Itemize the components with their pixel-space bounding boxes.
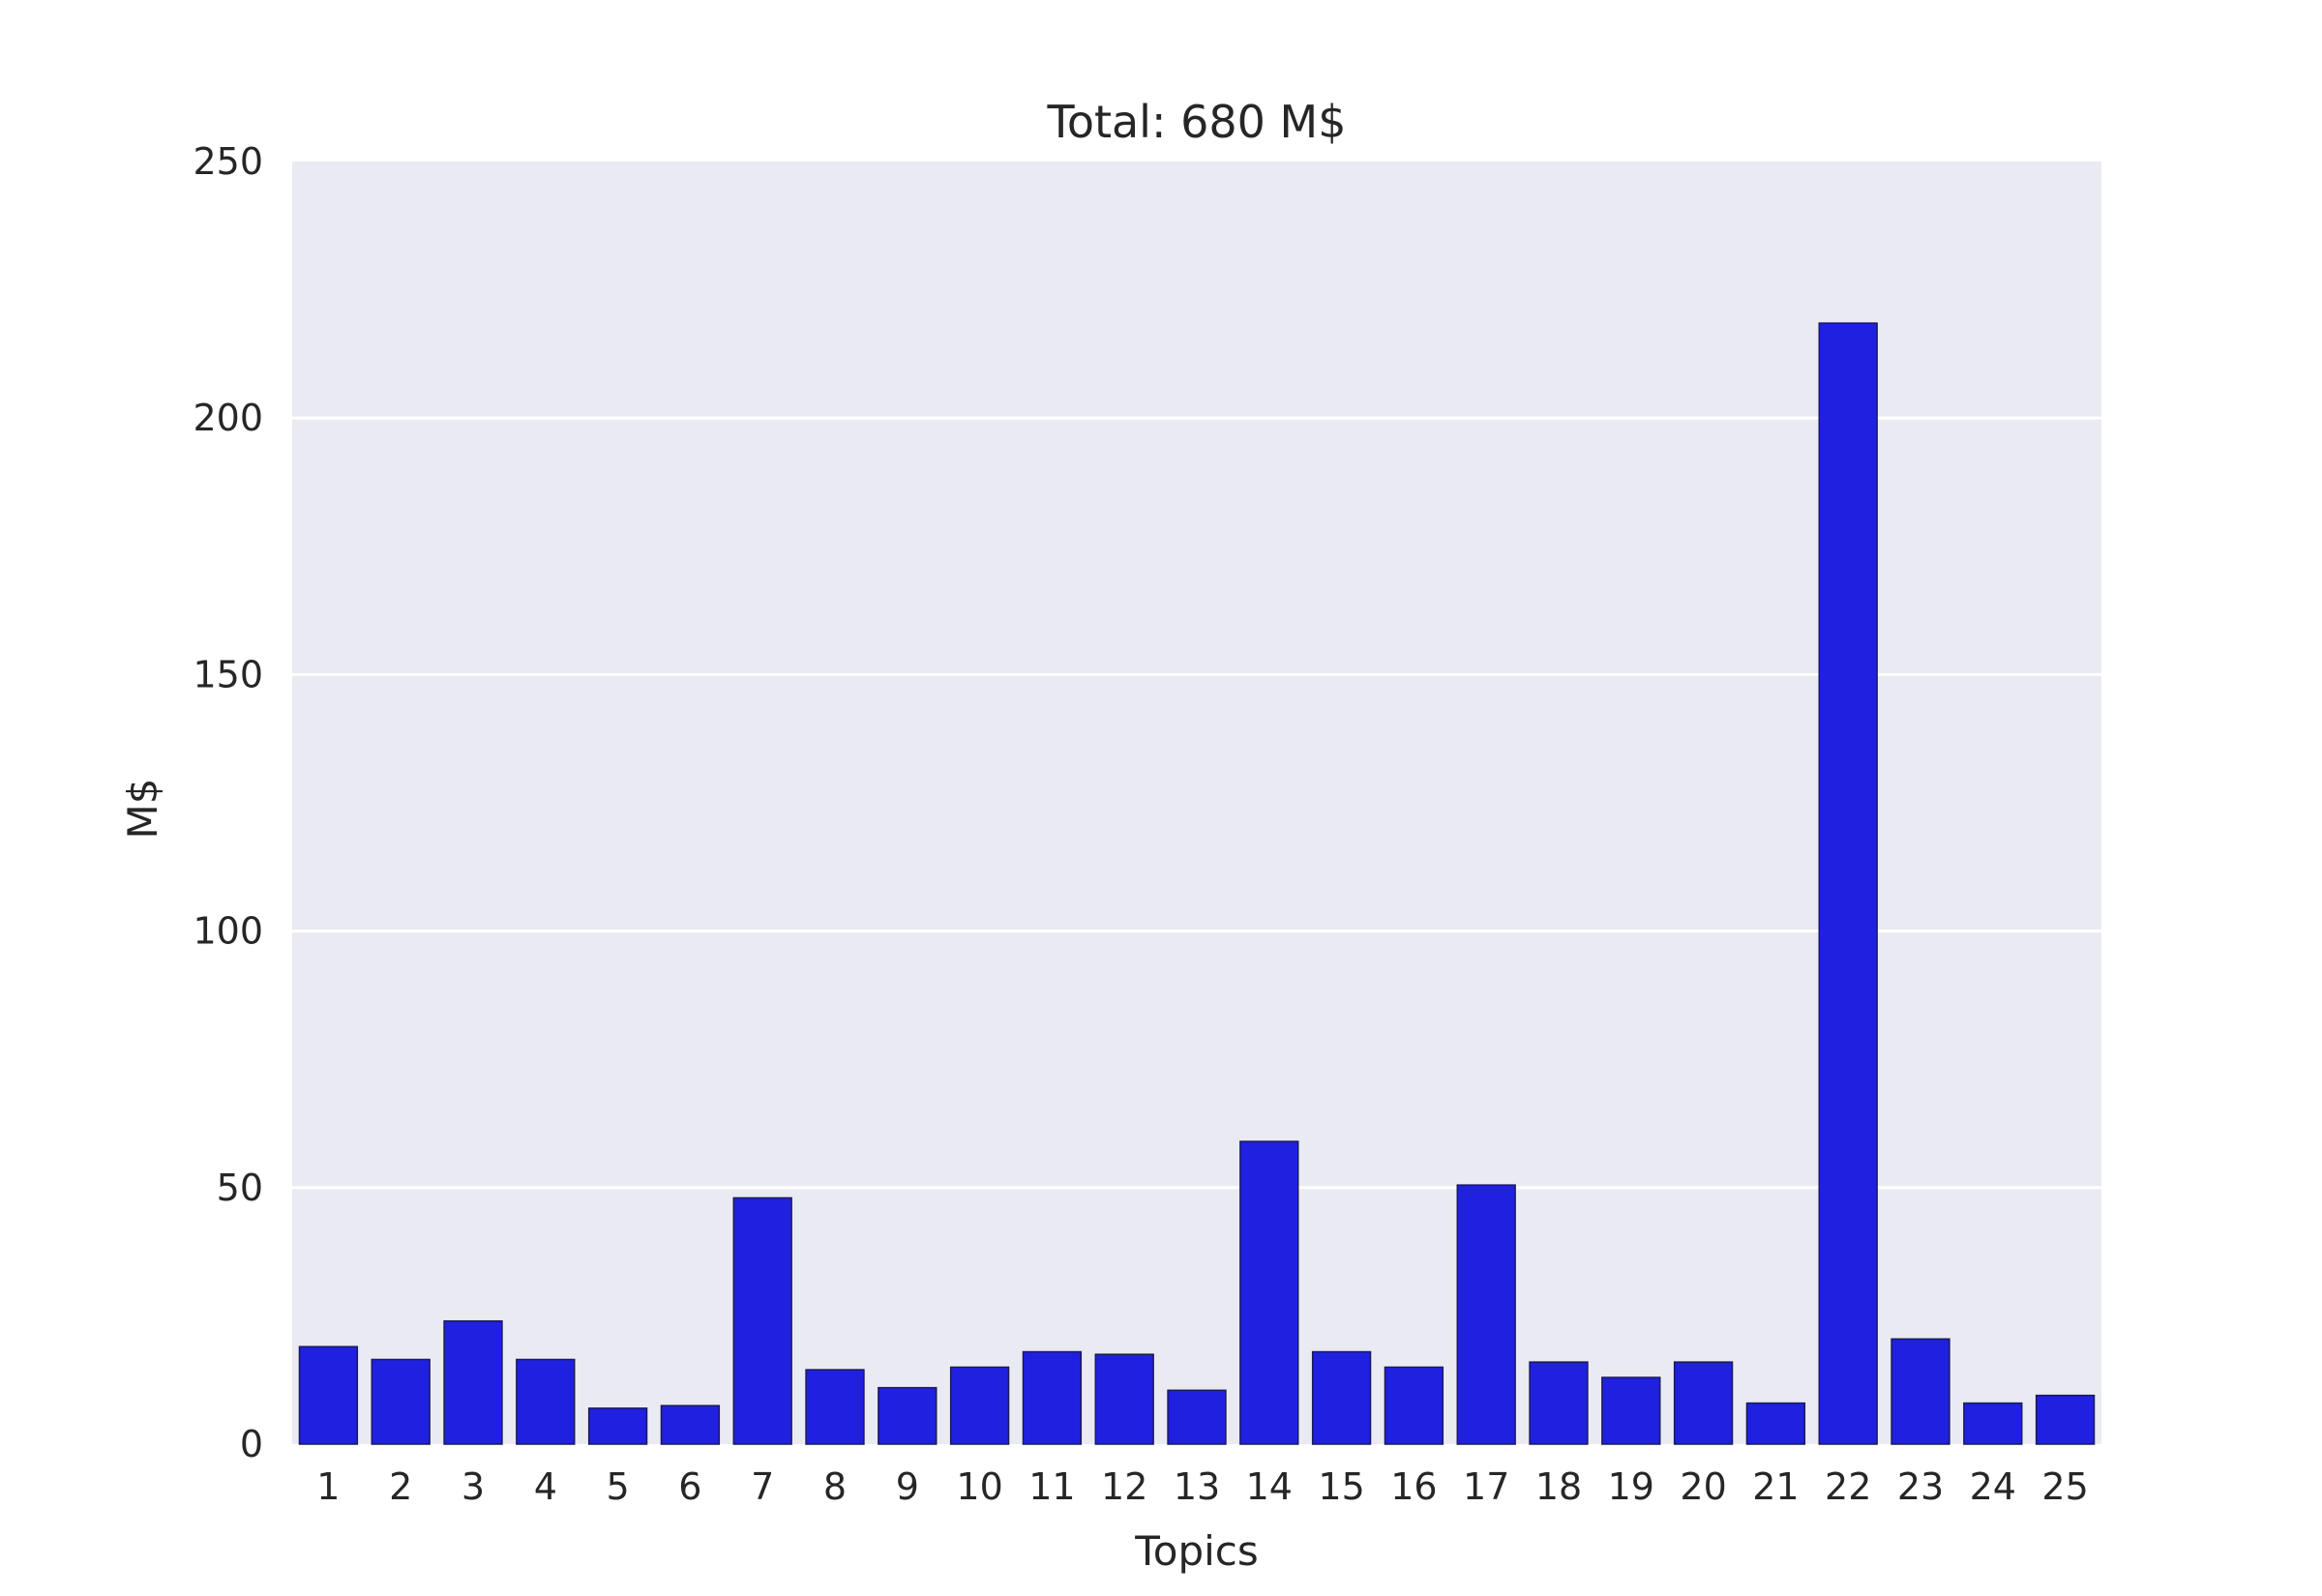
x-tick-label: 25 [2041,1465,2088,1508]
x-tick-label: 18 [1535,1465,1582,1508]
bar-topic-17 [1456,1184,1516,1445]
x-tick-label: 6 [678,1465,701,1508]
x-axis-title: Topics [1134,1527,1259,1575]
x-tick-label: 10 [956,1465,1002,1508]
x-tick-label: 24 [1970,1465,2016,1508]
x-tick-label: 4 [534,1465,557,1508]
bar-topic-8 [805,1369,865,1445]
y-tick-label: 200 [193,397,263,439]
bar-topic-11 [1022,1350,1083,1445]
x-tick-labels: 1 2 3 4 5 6 7 8 9 10 11 12 13 14 15 16 17 18 19 20 21 22 23 24 2… [316,1465,2088,1508]
x-tick-label: 11 [1028,1465,1075,1508]
bar-topic-13 [1167,1389,1227,1445]
bar-topic-15 [1311,1350,1372,1445]
bar-topic-21 [1745,1402,1806,1445]
y-tick-label: 150 [193,653,263,695]
bar-topic-9 [878,1386,938,1445]
x-tick-label: 23 [1897,1465,1944,1508]
bar-topic-5 [587,1407,648,1445]
bar-topic-3 [443,1319,503,1445]
x-tick-label: 7 [751,1465,774,1508]
x-tick-label: 12 [1101,1465,1147,1508]
x-tick-label: 17 [1463,1465,1509,1508]
y-tick-label: 250 [193,140,263,183]
bars [298,322,2096,1445]
x-tick-label: 21 [1752,1465,1799,1508]
bar-topic-4 [516,1358,576,1445]
x-tick-label: 15 [1318,1465,1364,1508]
bar-topic-1 [298,1345,359,1445]
x-tick-label: 16 [1390,1465,1437,1508]
bar-topic-12 [1094,1353,1154,1445]
grid-lines [292,416,2101,1190]
y-tick-label: 100 [193,910,263,953]
chart-title: Total: 680 M$ [1047,96,1347,148]
x-tick-label: 3 [461,1465,485,1508]
y-axis-title: M$ [119,779,166,840]
x-tick-label: 13 [1174,1465,1220,1508]
y-tick-labels: 0 50 100 150 200 250 [193,140,263,1465]
x-tick-label: 1 [316,1465,340,1508]
bar-topic-25 [2035,1394,2096,1445]
bar-topic-24 [1963,1402,2023,1445]
x-tick-label: 14 [1246,1465,1293,1508]
bar-topic-2 [371,1358,431,1445]
x-tick-label: 5 [607,1465,630,1508]
y-tick-label: 50 [217,1167,263,1209]
bar-topic-10 [949,1366,1010,1445]
x-tick-label: 9 [896,1465,919,1508]
x-tick-label: 22 [1825,1465,1871,1508]
x-tick-label: 20 [1680,1465,1726,1508]
y-tick-label: 0 [240,1423,263,1465]
x-tick-label: 19 [1608,1465,1654,1508]
plot-background [292,162,2101,1444]
bar-topic-16 [1384,1366,1444,1445]
bar-topic-22 [1818,322,1878,1445]
bar-topic-18 [1529,1361,1589,1445]
x-tick-label: 2 [389,1465,412,1508]
bar-topic-7 [732,1197,792,1445]
bar-topic-6 [660,1404,721,1445]
bar-topic-20 [1673,1361,1734,1445]
bar-topic-14 [1239,1140,1299,1445]
bar-topic-19 [1601,1376,1661,1445]
bar-topic-23 [1890,1338,1950,1445]
x-tick-label: 8 [823,1465,847,1508]
